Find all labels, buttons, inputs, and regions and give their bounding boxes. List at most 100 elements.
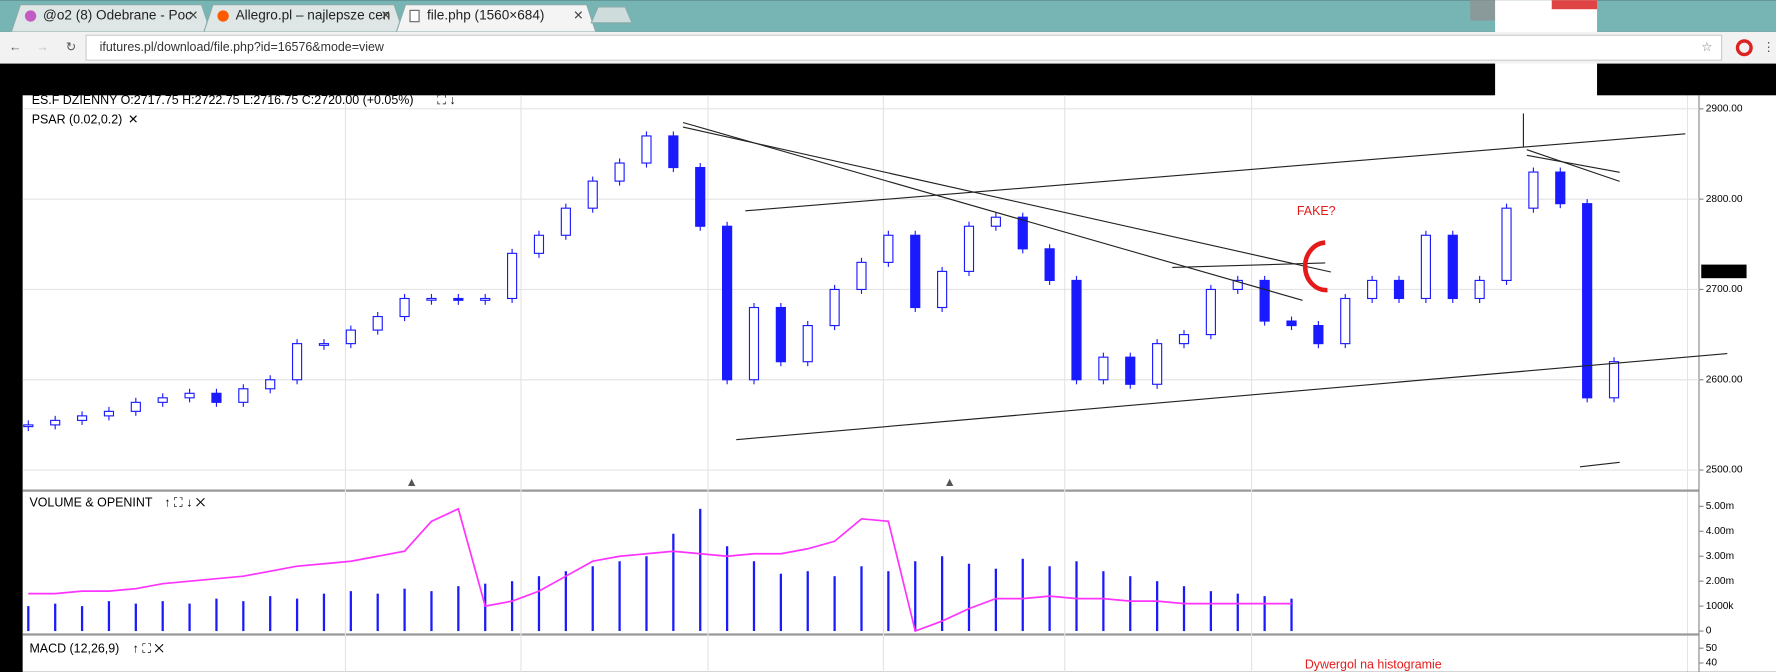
tab-title: file.php (1560×684) — [427, 8, 544, 23]
last-price: 2720.00 — [1705, 266, 1742, 277]
candle — [1044, 248, 1055, 281]
annotation: FAKE? — [1297, 204, 1336, 218]
scroll-marker: ▲ — [405, 475, 417, 489]
remove-indicator[interactable]: ✕ — [128, 113, 138, 127]
trend-lines — [682, 113, 1728, 468]
candle — [211, 392, 222, 403]
vertical-grid — [344, 95, 1253, 672]
candle — [668, 135, 679, 169]
candle — [856, 261, 867, 291]
y-tick-label: 2800.00 — [1706, 194, 1743, 205]
reload[interactable]: ↻ — [66, 40, 76, 54]
address-bar[interactable] — [85, 34, 1723, 61]
candle — [1420, 234, 1431, 300]
candle — [748, 306, 760, 381]
y-tick-label: 2700.00 — [1706, 284, 1743, 295]
candle — [990, 216, 1001, 227]
favicon — [409, 9, 420, 23]
opera-icon[interactable] — [1735, 39, 1753, 57]
last-price-box — [1701, 264, 1747, 279]
candle — [76, 415, 88, 421]
y-tick-label: 2.00m — [1706, 576, 1734, 587]
tab-title: Allegro.pl – najlepsze cen — [236, 8, 391, 23]
candle — [533, 234, 545, 254]
y-tick-label: 3.00m — [1706, 551, 1734, 562]
candle — [1340, 297, 1351, 345]
candle — [883, 234, 894, 263]
candle — [265, 379, 276, 390]
candle — [1367, 279, 1378, 300]
close-window[interactable] — [1551, 0, 1598, 10]
macd-title: MACD (12,26,9) — [29, 641, 119, 655]
candle — [1152, 343, 1163, 385]
candle — [587, 180, 598, 209]
candle — [1232, 279, 1243, 291]
candle — [1393, 279, 1405, 300]
new-tab[interactable] — [590, 6, 633, 24]
favicon — [24, 10, 37, 22]
candle — [1071, 279, 1082, 381]
candle — [614, 162, 625, 182]
bookmark[interactable]: ☆ — [1701, 40, 1712, 54]
scroll-marker: ▲ — [944, 475, 956, 489]
candle — [372, 315, 383, 331]
candle — [1125, 356, 1136, 385]
candle — [910, 234, 921, 309]
candle — [1286, 320, 1297, 327]
y-tick-label: 5.00m — [1706, 501, 1734, 512]
candle — [1555, 171, 1566, 205]
panel-icons[interactable]: ↑ ⛶ ↓ ✕ — [164, 495, 205, 509]
candle — [345, 329, 356, 345]
candle — [506, 252, 518, 300]
forward[interactable]: → — [36, 40, 48, 54]
candle — [1313, 325, 1324, 345]
candle — [1528, 171, 1539, 209]
candle — [1259, 279, 1270, 322]
candle — [23, 424, 34, 428]
indicator-label: PSAR (0.02,0.2) — [32, 113, 123, 127]
candle — [1447, 234, 1458, 300]
circle-annotation — [1302, 240, 1328, 293]
tab-close[interactable]: ✕ — [573, 8, 583, 22]
candle — [1178, 334, 1190, 345]
minimize[interactable] — [1470, 0, 1496, 21]
panel-icons[interactable]: ↑ ⛶ ✕ — [133, 641, 164, 655]
candle — [1501, 207, 1512, 281]
candle — [480, 297, 491, 301]
candle — [453, 297, 464, 301]
tab-title: @o2 (8) Odebrane - Poc — [43, 8, 192, 23]
candle — [1474, 279, 1485, 300]
chart-header: ES.F DZIENNY O:2717.75 H:2722.75 L:2716.… — [32, 93, 414, 107]
candle — [1098, 356, 1109, 381]
chart-area — [22, 95, 1688, 672]
y-tick-label: 2900.00 — [1706, 104, 1743, 115]
candle — [963, 225, 975, 272]
expand-icon[interactable]: ⛶ ↓ — [436, 93, 455, 107]
candle — [695, 166, 706, 227]
candle — [157, 397, 168, 403]
candle — [1205, 288, 1216, 336]
candle — [130, 401, 141, 412]
candle — [103, 410, 115, 417]
candle — [802, 325, 813, 363]
candle — [50, 419, 61, 426]
candle — [722, 225, 733, 381]
y-tick-label: 4.00m — [1706, 526, 1734, 537]
y-tick-label: 40 — [1706, 658, 1718, 669]
open-interest-line — [28, 507, 1292, 633]
annotation: Dywergol na histogramie — [1305, 657, 1442, 671]
candle — [238, 388, 249, 403]
tab-close[interactable]: ✕ — [188, 8, 198, 22]
candle — [399, 297, 410, 318]
candle — [775, 306, 786, 363]
y-tick-label: 2600.00 — [1706, 374, 1743, 385]
back[interactable]: ← — [9, 40, 21, 54]
candle — [937, 270, 948, 309]
candle — [291, 343, 303, 381]
tab-close[interactable]: ✕ — [381, 8, 391, 22]
volume-title: VOLUME & OPENINT — [29, 495, 152, 509]
menu[interactable]: ⋮ — [1762, 40, 1774, 54]
candle — [560, 207, 571, 236]
